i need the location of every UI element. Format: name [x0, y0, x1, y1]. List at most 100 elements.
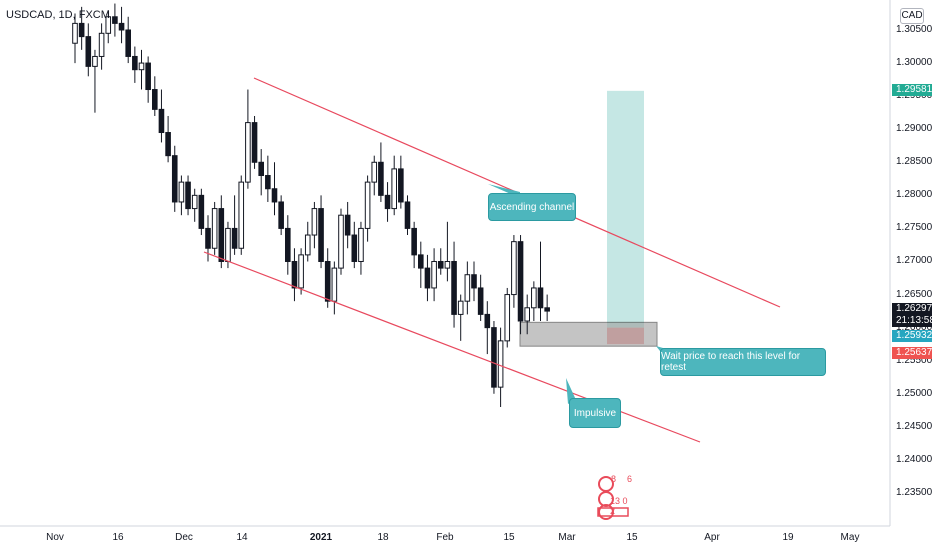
x-tick-label: Feb [436, 532, 454, 543]
symbol-title: USDCAD, 1D, FXCM [6, 9, 110, 21]
callout-ascending-channel[interactable]: Ascending channel [488, 193, 576, 221]
candle-body [105, 16, 112, 34]
support-zone-box [519, 321, 658, 347]
x-tick-label: 19 [782, 532, 794, 543]
y-tick-label: 1.27500 [896, 222, 932, 234]
callout-pointer-impulsive [566, 378, 576, 404]
x-tick-label: 14 [236, 532, 248, 543]
candle-body [245, 122, 251, 183]
x-tick-label: 16 [112, 532, 124, 543]
candle-body [78, 22, 85, 38]
candle-body [211, 208, 218, 249]
candle-body [437, 260, 444, 269]
candle-body [424, 267, 431, 289]
candle-body [544, 307, 550, 312]
candle-body [378, 161, 384, 196]
candle-body [72, 22, 78, 44]
y-tick-label: 1.25000 [896, 387, 932, 399]
candle-body [391, 168, 397, 210]
candle-body [511, 241, 517, 296]
candle-body [225, 227, 231, 262]
target-zone [607, 90, 644, 328]
candle-body [491, 327, 497, 388]
candle-body [158, 108, 165, 134]
candle-body [331, 267, 338, 302]
logo-text-a: 8 [611, 474, 617, 484]
candle-body [198, 194, 205, 229]
bid-price-tag: 1.25932 [892, 330, 932, 342]
candle-body [344, 214, 351, 236]
candle-body [464, 274, 471, 302]
x-tick-label: 2021 [309, 532, 333, 543]
candle-body [311, 208, 318, 236]
candle-body [358, 227, 364, 262]
candle-body [504, 294, 511, 342]
x-tick-label: Nov [46, 532, 64, 543]
logo-text-b: 6 [627, 474, 633, 484]
target-price-tag: 1.29581 [892, 84, 932, 96]
y-tick-label: 1.24000 [896, 453, 932, 465]
candle-body [351, 234, 358, 262]
candle-body [112, 16, 118, 24]
y-tick-label: 1.25500 [896, 354, 932, 366]
candle-body [132, 55, 138, 71]
candle-body [431, 260, 437, 289]
last-price-tag: 1.26297 [892, 303, 932, 315]
candle-body [178, 181, 185, 203]
candle-body [278, 201, 284, 229]
candle-body [398, 168, 404, 203]
candle-body [477, 287, 484, 315]
candle-body [218, 208, 225, 262]
candle-body [138, 62, 145, 71]
candle-body [318, 208, 324, 262]
callout-impulsive[interactable]: Impulsive [569, 398, 621, 428]
x-tick-label: Apr [704, 532, 720, 543]
candle-body [92, 55, 98, 67]
y-tick-label: 1.26000 [896, 321, 932, 333]
candle-body [531, 287, 537, 309]
candle-body [285, 227, 291, 262]
candle-body [537, 287, 544, 309]
callout-retest-level[interactable]: Wait price to reach this level for retes… [660, 348, 826, 376]
candle-body [265, 175, 271, 190]
candle-body [524, 307, 531, 322]
y-tick-label: 1.28000 [896, 189, 932, 201]
currency-button[interactable]: CAD [900, 8, 924, 24]
trade-zones [519, 90, 658, 347]
flag-logo-icon [597, 476, 629, 520]
candle-body [238, 181, 245, 249]
y-tick-label: 1.23500 [896, 486, 932, 498]
candle-body [298, 254, 304, 289]
candle-body [484, 313, 491, 329]
y-tick-label: 1.28500 [896, 156, 932, 168]
candle-body [471, 274, 477, 289]
candle-body [271, 188, 278, 203]
candle-body [517, 241, 524, 322]
candle-body [384, 194, 391, 210]
x-tick-label: 15 [626, 532, 638, 543]
candle-body [118, 22, 125, 31]
y-tick-label: 1.30500 [896, 24, 932, 35]
candle-body [451, 260, 457, 315]
countdown-tag: 21:13:58 [892, 315, 932, 327]
candle-body [324, 260, 331, 302]
candle-body [411, 227, 417, 256]
candle-body [457, 300, 464, 315]
candles [72, 3, 550, 407]
candle-body [291, 260, 298, 289]
candle-body [304, 234, 311, 256]
candle-body [231, 227, 238, 249]
candle-body [371, 161, 378, 183]
candle-body [85, 36, 92, 67]
y-tick-label: 1.24500 [896, 420, 932, 432]
y-tick-label: 1.27000 [896, 255, 932, 267]
candle-body [185, 181, 191, 210]
candle-body [152, 89, 158, 110]
candle-body [145, 62, 151, 91]
candle-body [171, 155, 178, 203]
candle-body [338, 214, 344, 269]
logo-text-c: 13 0 2 [610, 496, 628, 516]
x-tick-label: 18 [377, 532, 389, 543]
